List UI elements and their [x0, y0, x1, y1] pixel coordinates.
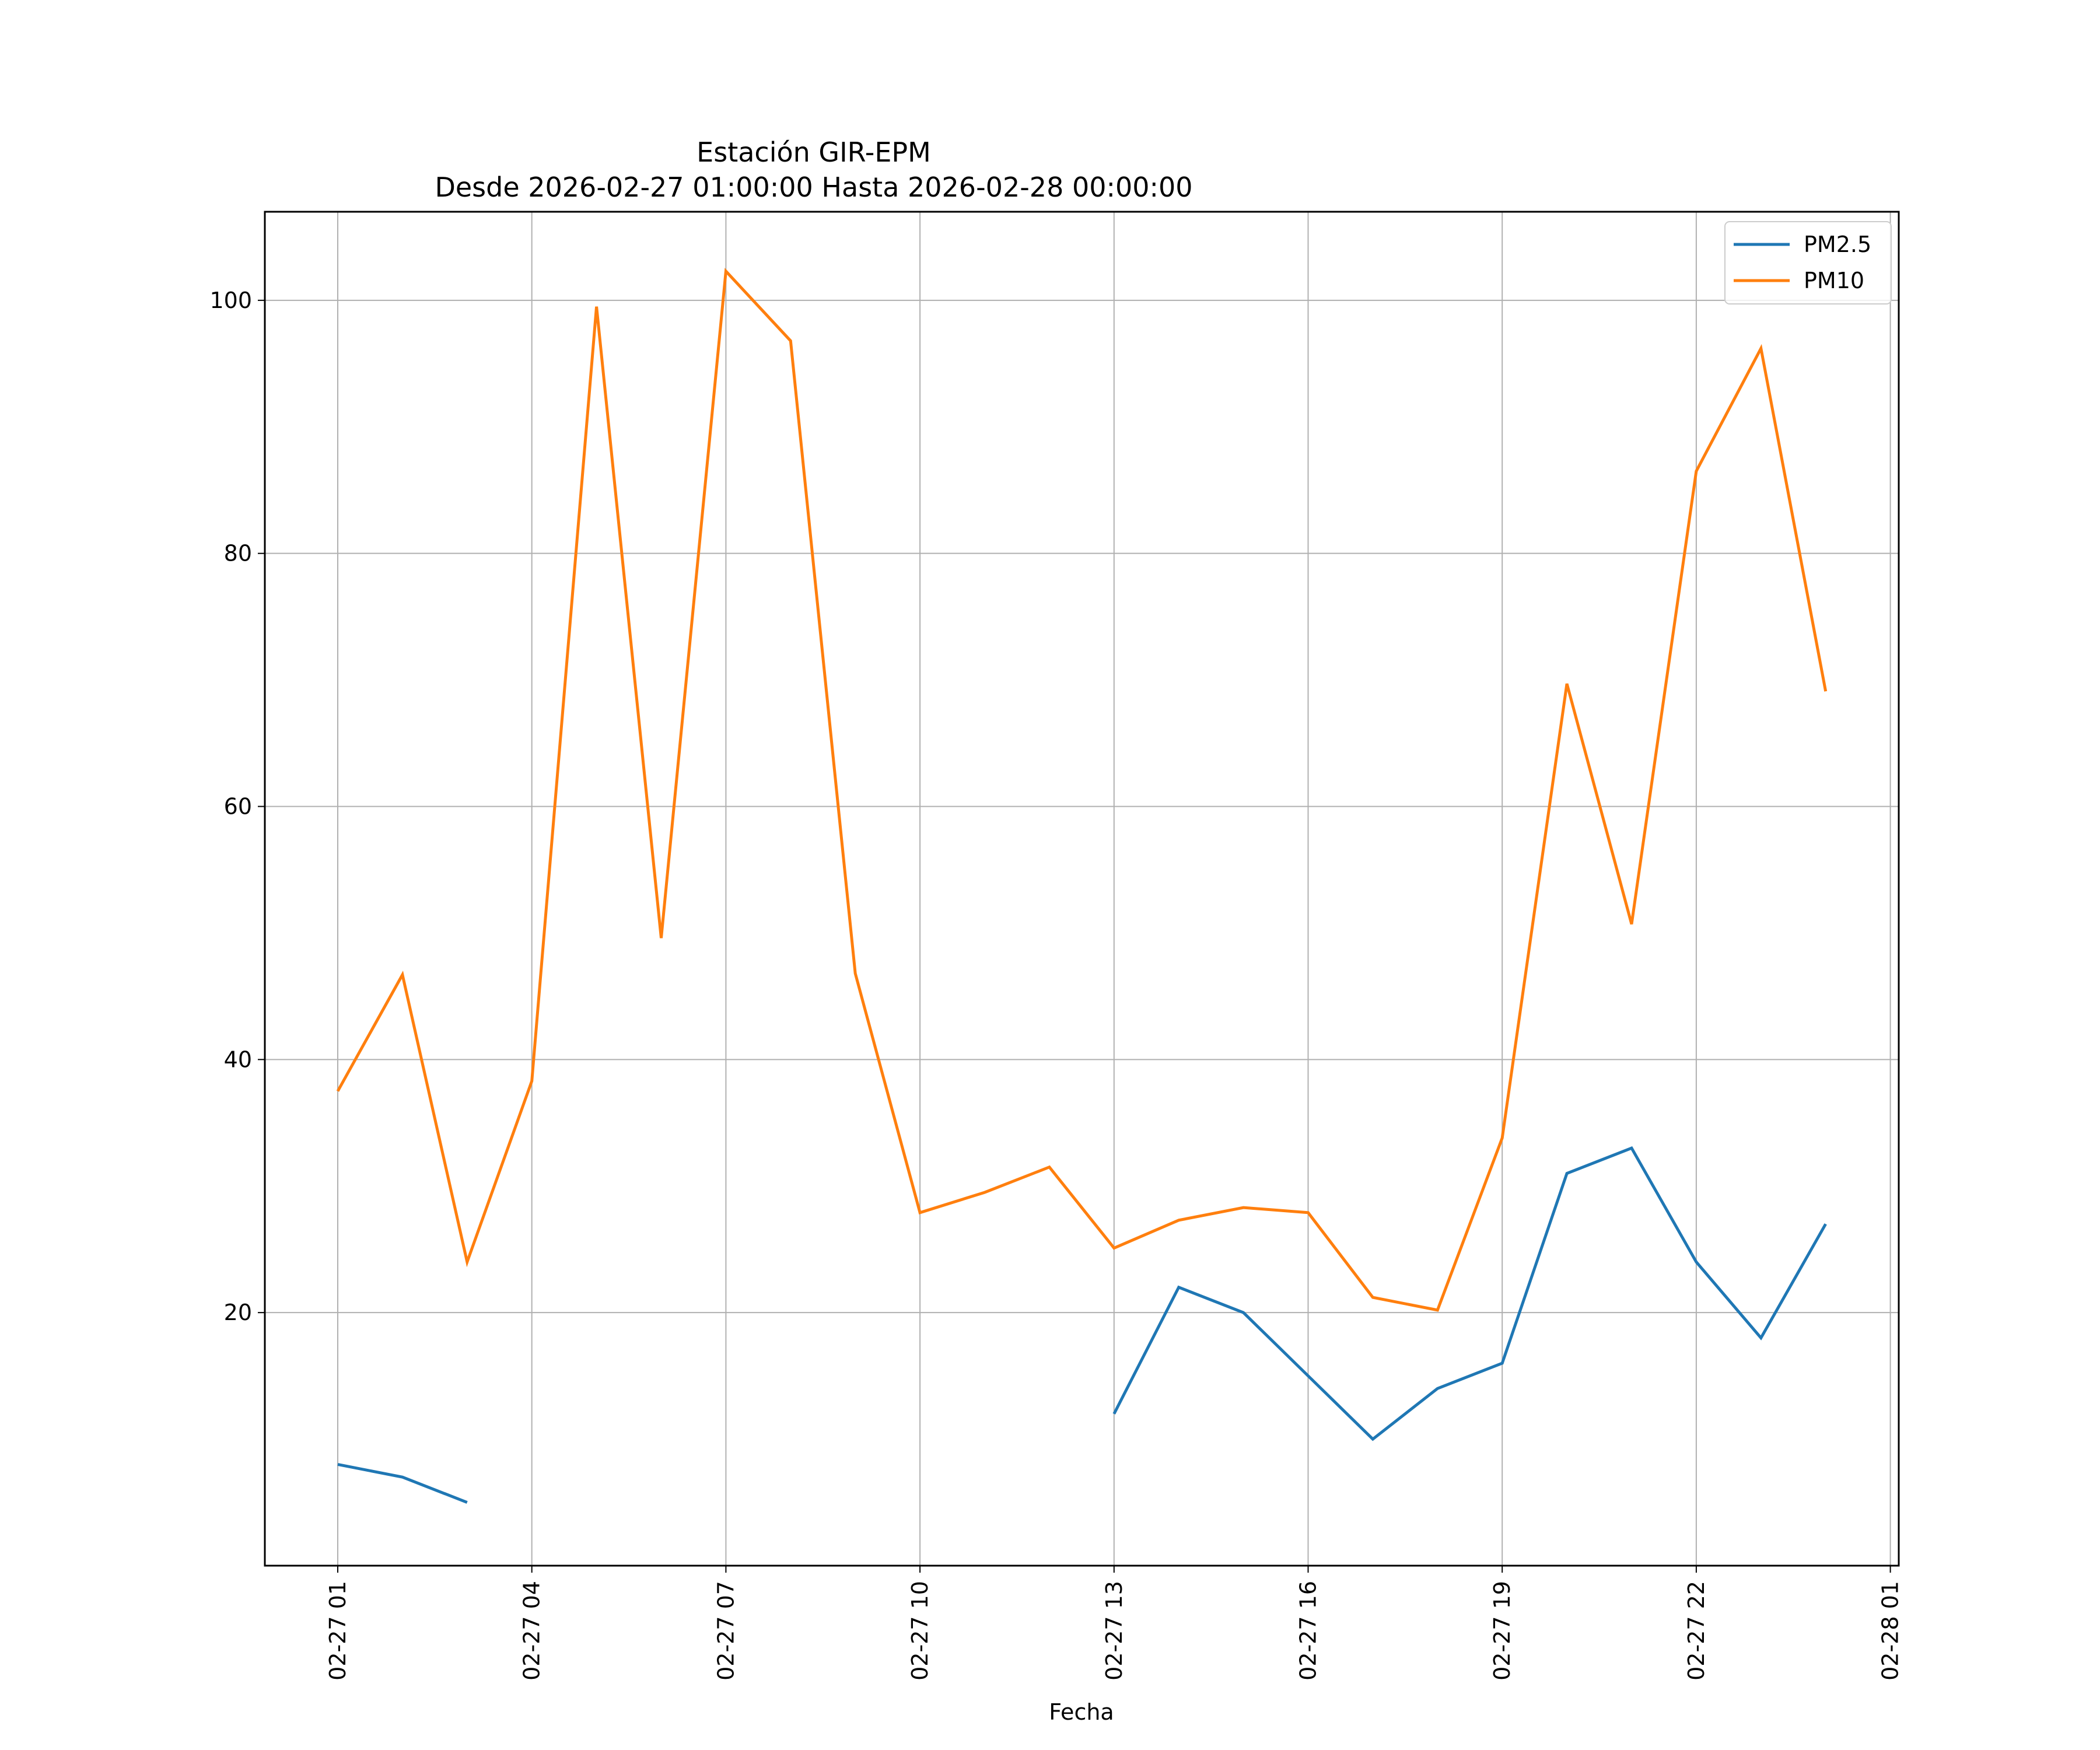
- legend: PM2.5 PM10: [1724, 221, 1892, 304]
- y-tick-label: 20: [224, 1300, 252, 1325]
- x-tick-label: 02-27 22: [1684, 1581, 1709, 1681]
- series-line-pm25: [337, 1463, 468, 1504]
- series-line-pm10: [336, 268, 1828, 1312]
- chart-title-line2: Desde 2026-02-27 01:00:00 Hasta 2026-02-…: [435, 172, 1192, 203]
- x-tick-label: 02-27 01: [325, 1581, 351, 1681]
- x-tick-label: 02-27 07: [713, 1581, 738, 1681]
- x-tick-label: 02-28 01: [1878, 1581, 1903, 1681]
- y-tick-label: 100: [209, 288, 252, 313]
- legend-box: [1724, 221, 1892, 304]
- grid: [265, 212, 1899, 1566]
- y-tick-label: 80: [224, 541, 252, 566]
- x-tick-label: 02-27 16: [1296, 1581, 1321, 1681]
- y-tick-label: 40: [224, 1046, 252, 1072]
- axes: 02-27 01 02-27 04 02-27 07 02-27 10 02-27 13…: [209, 288, 1903, 1681]
- x-tick-label: 02-27 10: [907, 1581, 933, 1681]
- chart-title-line1: Estación GIR-EPM: [696, 136, 931, 168]
- x-tick-label: 02-27 13: [1101, 1581, 1127, 1681]
- y-tick-label: 60: [224, 794, 252, 820]
- legend-label-pm25: PM2.5: [1804, 232, 1871, 257]
- x-tick-label: 02-27 04: [519, 1581, 545, 1681]
- series-lines: [336, 268, 1828, 1504]
- legend-label-pm10: PM10: [1804, 268, 1864, 293]
- x-axis-label: Fecha: [1049, 1699, 1114, 1725]
- series-line-pm25: [1112, 1146, 1827, 1441]
- plot-frame: [264, 211, 1900, 1567]
- x-tick-label: 02-27 19: [1489, 1581, 1515, 1681]
